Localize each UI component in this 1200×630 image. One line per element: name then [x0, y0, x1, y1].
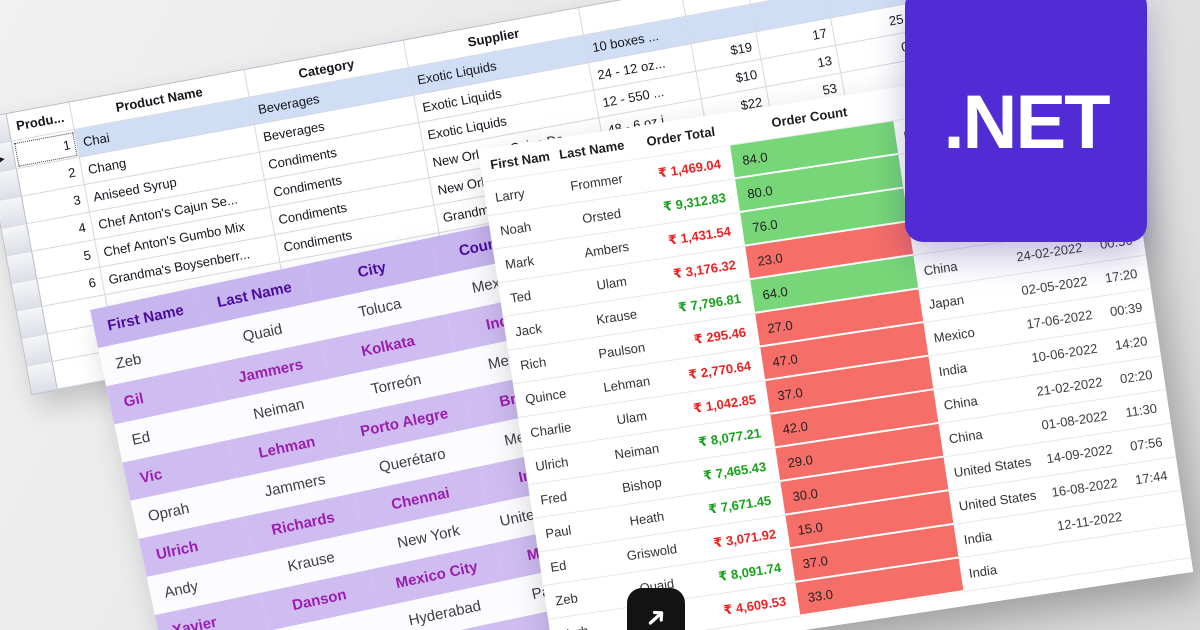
- edit-app-icon: ➜: [627, 588, 685, 630]
- dotnet-logo-text: .NET: [943, 79, 1110, 165]
- current-row-marker-icon: ▶: [0, 153, 6, 165]
- arrow-up-right-icon: ➜: [637, 598, 674, 630]
- cell-ship-time[interactable]: [1131, 524, 1192, 567]
- dotnet-logo: .NET: [905, 0, 1147, 242]
